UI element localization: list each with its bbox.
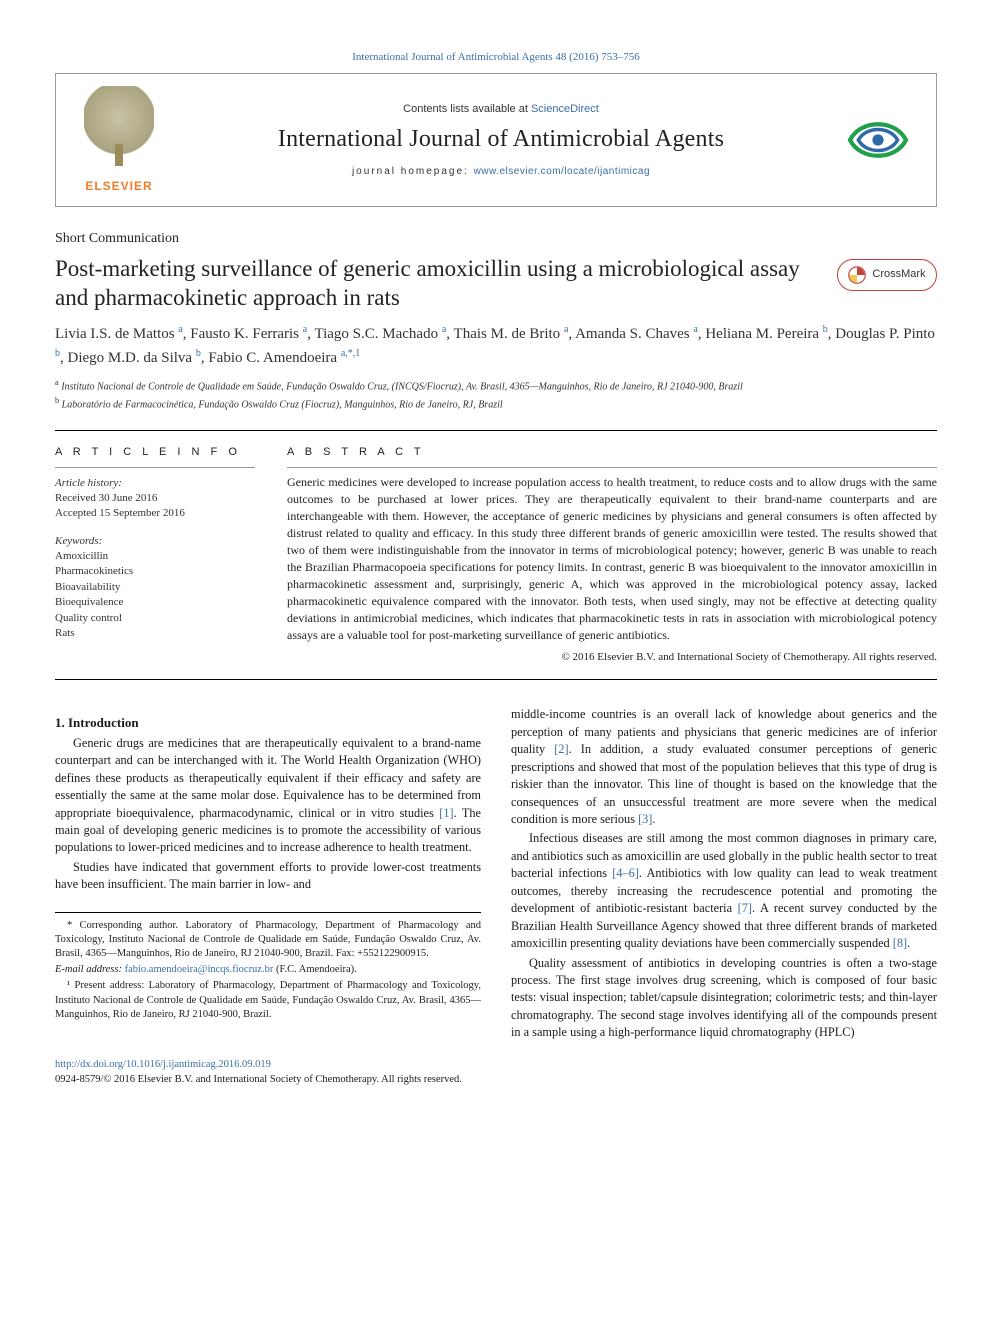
journal-homepage-line: journal homepage: www.elsevier.com/locat… bbox=[182, 165, 820, 179]
divider bbox=[55, 679, 937, 680]
keywords-label: Keywords: bbox=[55, 534, 255, 549]
sciencedirect-link[interactable]: ScienceDirect bbox=[531, 103, 599, 115]
homepage-link[interactable]: www.elsevier.com/locate/ijantimicag bbox=[474, 166, 650, 177]
body-column-right: middle-income countries is an overall la… bbox=[511, 706, 937, 1044]
keyword-item: Rats bbox=[55, 626, 255, 641]
keywords-list: AmoxicillinPharmacokineticsBioavailabili… bbox=[55, 549, 255, 641]
history-label: Article history: bbox=[55, 476, 255, 491]
keyword-item: Quality control bbox=[55, 611, 255, 626]
doi-block: http://dx.doi.org/10.1016/j.ijantimicag.… bbox=[55, 1058, 937, 1087]
crossmark-icon bbox=[848, 266, 866, 284]
abstract-copyright: © 2016 Elsevier B.V. and International S… bbox=[287, 650, 937, 665]
contents-prefix: Contents lists available at bbox=[403, 103, 531, 115]
abstract-heading: A B S T R A C T bbox=[287, 445, 937, 460]
elsevier-logo: ELSEVIER bbox=[74, 86, 164, 194]
body-paragraph: Studies have indicated that government e… bbox=[55, 859, 481, 894]
affiliations: a Instituto Nacional de Controle de Qual… bbox=[55, 377, 937, 412]
email-suffix: (F.C. Amendoeira). bbox=[273, 964, 356, 975]
homepage-prefix: journal homepage: bbox=[352, 166, 474, 177]
citation-ref[interactable]: [7] bbox=[738, 901, 752, 915]
article-title: Post-marketing surveillance of generic a… bbox=[55, 255, 817, 313]
keyword-item: Bioavailability bbox=[55, 580, 255, 595]
email-label: E-mail address: bbox=[55, 964, 125, 975]
article-info-heading: A R T I C L E I N F O bbox=[55, 445, 255, 460]
accepted-date: Accepted 15 September 2016 bbox=[55, 506, 255, 521]
citation-link[interactable]: International Journal of Antimicrobial A… bbox=[352, 51, 639, 63]
elsevier-text: ELSEVIER bbox=[85, 178, 152, 195]
article-type: Short Communication bbox=[55, 229, 937, 249]
received-date: Received 30 June 2016 bbox=[55, 491, 255, 506]
affiliation-a: a Instituto Nacional de Controle de Qual… bbox=[55, 377, 937, 394]
body-paragraph: Quality assessment of antibiotics in dev… bbox=[511, 955, 937, 1042]
journal-name: International Journal of Antimicrobial A… bbox=[182, 123, 820, 157]
authors-list: Livia I.S. de Mattos a, Fausto K. Ferrar… bbox=[55, 322, 937, 369]
email-line: E-mail address: fabio.amendoeira@incqs.f… bbox=[55, 963, 481, 977]
citation-ref[interactable]: [4–6] bbox=[612, 866, 639, 880]
society-logo bbox=[838, 105, 918, 175]
elsevier-tree-icon bbox=[84, 86, 154, 166]
divider bbox=[55, 430, 937, 431]
issn-copyright-line: 0924-8579/© 2016 Elsevier B.V. and Inter… bbox=[55, 1074, 462, 1085]
citation-ref[interactable]: [2] bbox=[554, 742, 568, 756]
citation-header: International Journal of Antimicrobial A… bbox=[55, 50, 937, 65]
keyword-item: Bioequivalence bbox=[55, 595, 255, 610]
body-column-left: 1. Introduction Generic drugs are medici… bbox=[55, 706, 481, 1044]
introduction-heading: 1. Introduction bbox=[55, 714, 481, 732]
abstract-text: Generic medicines were developed to incr… bbox=[287, 474, 937, 644]
citation-ref[interactable]: [1] bbox=[439, 806, 453, 820]
citation-ref[interactable]: [8] bbox=[893, 936, 907, 950]
corresponding-author-note: * Corresponding author. Laboratory of Ph… bbox=[55, 919, 481, 962]
journal-header-box: ELSEVIER Contents lists available at Sci… bbox=[55, 73, 937, 207]
crossmark-badge[interactable]: CrossMark bbox=[837, 259, 937, 291]
footnotes: * Corresponding author. Laboratory of Ph… bbox=[55, 912, 481, 1022]
keyword-item: Pharmacokinetics bbox=[55, 564, 255, 579]
body-paragraph: Infectious diseases are still among the … bbox=[511, 830, 937, 952]
keyword-item: Amoxicillin bbox=[55, 549, 255, 564]
contents-available-line: Contents lists available at ScienceDirec… bbox=[182, 102, 820, 117]
article-info-box: A R T I C L E I N F O Article history: R… bbox=[55, 445, 255, 665]
body-paragraph: Generic drugs are medicines that are the… bbox=[55, 735, 481, 857]
header-center: Contents lists available at ScienceDirec… bbox=[182, 102, 820, 179]
citation-ref[interactable]: [3] bbox=[638, 812, 652, 826]
affiliation-b: b Laboratório de Farmacocinética, Fundaç… bbox=[55, 395, 937, 412]
author-email-link[interactable]: fabio.amendoeira@incqs.fiocruz.br bbox=[125, 964, 274, 975]
crossmark-label: CrossMark bbox=[872, 267, 925, 282]
present-address-note: ¹ Present address: Laboratory of Pharmac… bbox=[55, 979, 481, 1022]
body-paragraph: middle-income countries is an overall la… bbox=[511, 706, 937, 828]
abstract-box: A B S T R A C T Generic medicines were d… bbox=[287, 445, 937, 665]
doi-link[interactable]: http://dx.doi.org/10.1016/j.ijantimicag.… bbox=[55, 1059, 271, 1070]
